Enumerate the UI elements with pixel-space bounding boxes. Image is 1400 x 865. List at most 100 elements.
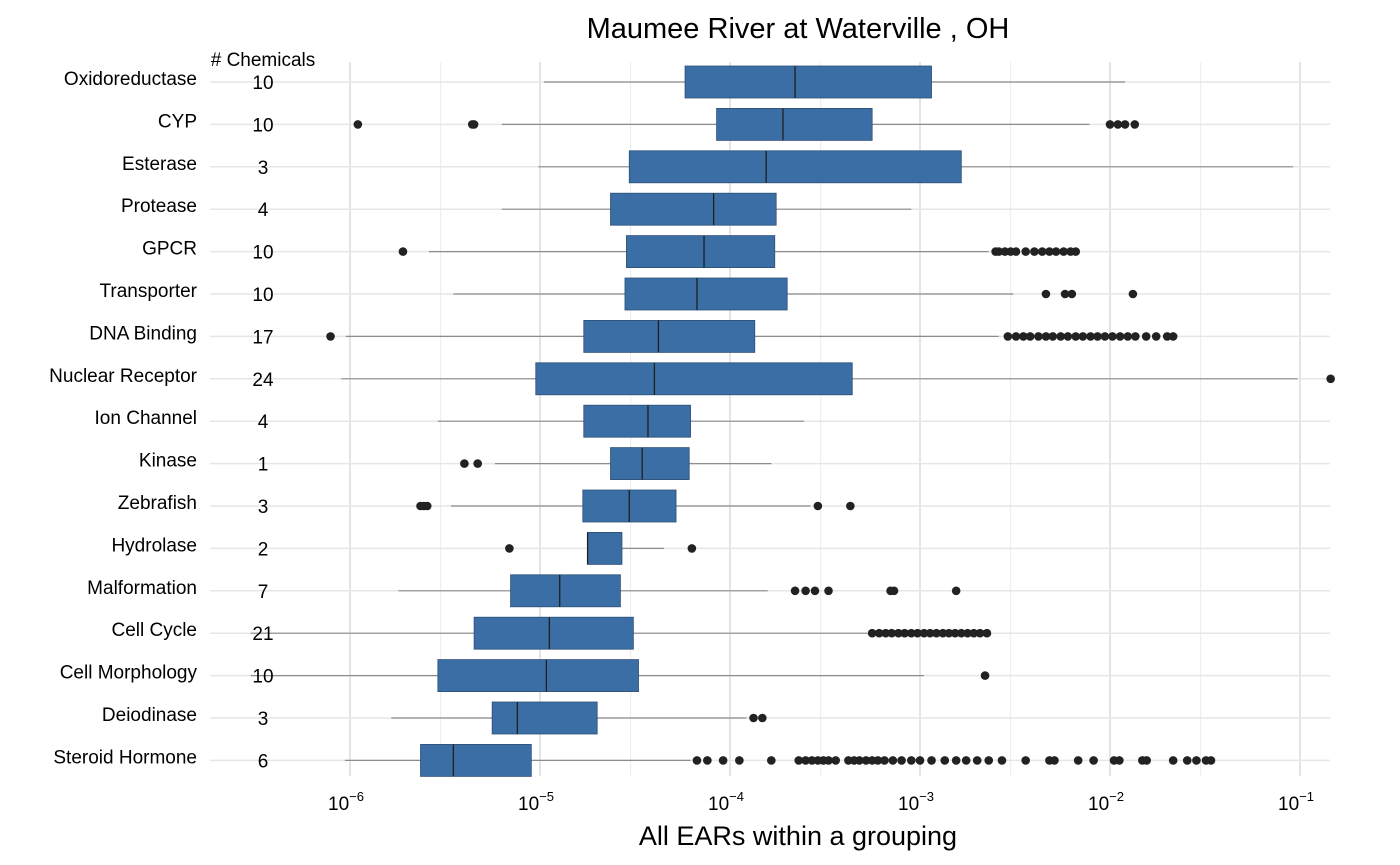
outlier-point xyxy=(1182,756,1192,765)
outlier-point xyxy=(505,544,514,553)
outlier-point xyxy=(1131,332,1140,341)
category-label: Deiodinase xyxy=(102,705,197,726)
outlier-point xyxy=(801,586,810,596)
chemical-count: 10 xyxy=(252,115,273,136)
outlier-point xyxy=(801,756,810,765)
outlier-point xyxy=(398,247,408,256)
category-label: Transporter xyxy=(100,281,198,302)
x-tick-label: 10−1 xyxy=(1278,789,1314,815)
outlier-point xyxy=(927,756,936,765)
category-label: GPCR xyxy=(142,239,197,260)
chemical-count: 6 xyxy=(258,751,269,772)
outlier-point xyxy=(1115,332,1125,341)
outlier-point xyxy=(1108,332,1117,341)
outlier-point xyxy=(473,459,482,468)
outlier-point xyxy=(961,756,971,765)
category-label: Oxidoreductase xyxy=(64,69,197,90)
outlier-point xyxy=(925,628,935,638)
label-layer: Oxidoreductase 10 CYP 10 Esterase 3 Protease 4 G… xyxy=(49,69,274,772)
outlier-point xyxy=(1093,332,1102,341)
outlier-point xyxy=(997,756,1007,765)
category-label: Nuclear Receptor xyxy=(49,366,198,387)
outlier-point xyxy=(1030,247,1039,256)
outlier-point xyxy=(982,628,992,638)
outlier-point xyxy=(1034,332,1043,341)
outlier-point xyxy=(1021,247,1030,256)
category-label: Kinase xyxy=(139,451,197,472)
outlier-point xyxy=(749,713,758,723)
outlier-point xyxy=(460,459,469,468)
outlier-point xyxy=(1142,756,1151,765)
category-label: Steroid Hormone xyxy=(53,747,197,768)
outlier-point xyxy=(1056,332,1065,341)
box-iqr xyxy=(491,701,598,735)
outlier-point xyxy=(718,756,728,765)
chemical-count: 10 xyxy=(252,73,273,94)
x-axis-label: All EARs within a grouping xyxy=(639,821,957,851)
box-iqr xyxy=(437,659,639,692)
outlier-point xyxy=(790,586,800,596)
outlier-point xyxy=(1130,120,1140,129)
outlier-point xyxy=(1206,756,1216,765)
outlier-point xyxy=(692,756,702,765)
box-iqr xyxy=(610,192,777,226)
outlier-point xyxy=(887,628,897,638)
outlier-point xyxy=(915,756,925,765)
category-label: Ion Channel xyxy=(95,408,197,429)
category-label: Esterase xyxy=(122,154,197,175)
outlier-point xyxy=(794,756,804,765)
outlier-point xyxy=(1113,120,1123,129)
outlier-point xyxy=(894,628,903,638)
outlier-point xyxy=(1115,756,1124,765)
outlier-point xyxy=(1078,332,1088,341)
x-tick-label: 10−5 xyxy=(518,789,554,815)
outlier-point xyxy=(422,501,432,511)
category-label: Cell Cycle xyxy=(111,620,197,641)
outlier-point xyxy=(874,628,884,638)
outlier-point xyxy=(1041,332,1051,341)
outlier-point xyxy=(1326,374,1335,384)
outlier-point xyxy=(1060,289,1070,299)
outlier-point xyxy=(1071,332,1081,341)
outlier-point xyxy=(867,628,877,638)
outlier-point xyxy=(353,120,363,129)
outlier-point xyxy=(1059,247,1068,256)
outlier-point xyxy=(880,756,889,765)
outlier-point xyxy=(807,756,817,765)
outlier-point xyxy=(881,628,891,638)
chemical-count: 3 xyxy=(258,158,269,179)
x-tick-label: 10−3 xyxy=(898,789,934,815)
outlier-point xyxy=(944,628,954,638)
category-label: Cell Morphology xyxy=(60,663,198,684)
outlier-point xyxy=(813,501,823,511)
outlier-point xyxy=(1051,247,1061,256)
outlier-point xyxy=(1019,332,1028,341)
box-iqr xyxy=(420,744,532,777)
tick-layer: 10−6 10−5 10−4 10−3 10−2 10−1 xyxy=(328,789,1314,815)
outlier-point xyxy=(1003,332,1013,341)
outlier-point xyxy=(1050,756,1059,765)
outlier-point xyxy=(972,756,982,765)
outlier-point xyxy=(1037,247,1047,256)
outlier-point xyxy=(1011,247,1021,256)
box-iqr xyxy=(684,65,932,99)
chemical-count: 10 xyxy=(252,667,273,688)
outlier-point xyxy=(1086,332,1095,341)
outlier-point xyxy=(1021,756,1030,765)
outlier-point xyxy=(873,756,883,765)
outlier-point xyxy=(1123,332,1133,341)
outlier-point xyxy=(950,628,960,638)
chart-title: Maumee River at Waterville , OH xyxy=(587,13,1010,45)
outlier-point xyxy=(889,586,899,596)
outlier-point xyxy=(913,628,922,638)
outlier-point xyxy=(1168,332,1178,341)
outlier-point xyxy=(1045,247,1054,256)
category-label: Malformation xyxy=(87,578,197,599)
outlier-point xyxy=(1067,289,1077,299)
outlier-point xyxy=(1128,289,1138,299)
outlier-point xyxy=(735,756,744,765)
box-iqr xyxy=(626,235,776,269)
outlier-point xyxy=(855,756,864,765)
category-label: Zebrafish xyxy=(118,493,197,514)
outlier-point xyxy=(810,586,820,596)
